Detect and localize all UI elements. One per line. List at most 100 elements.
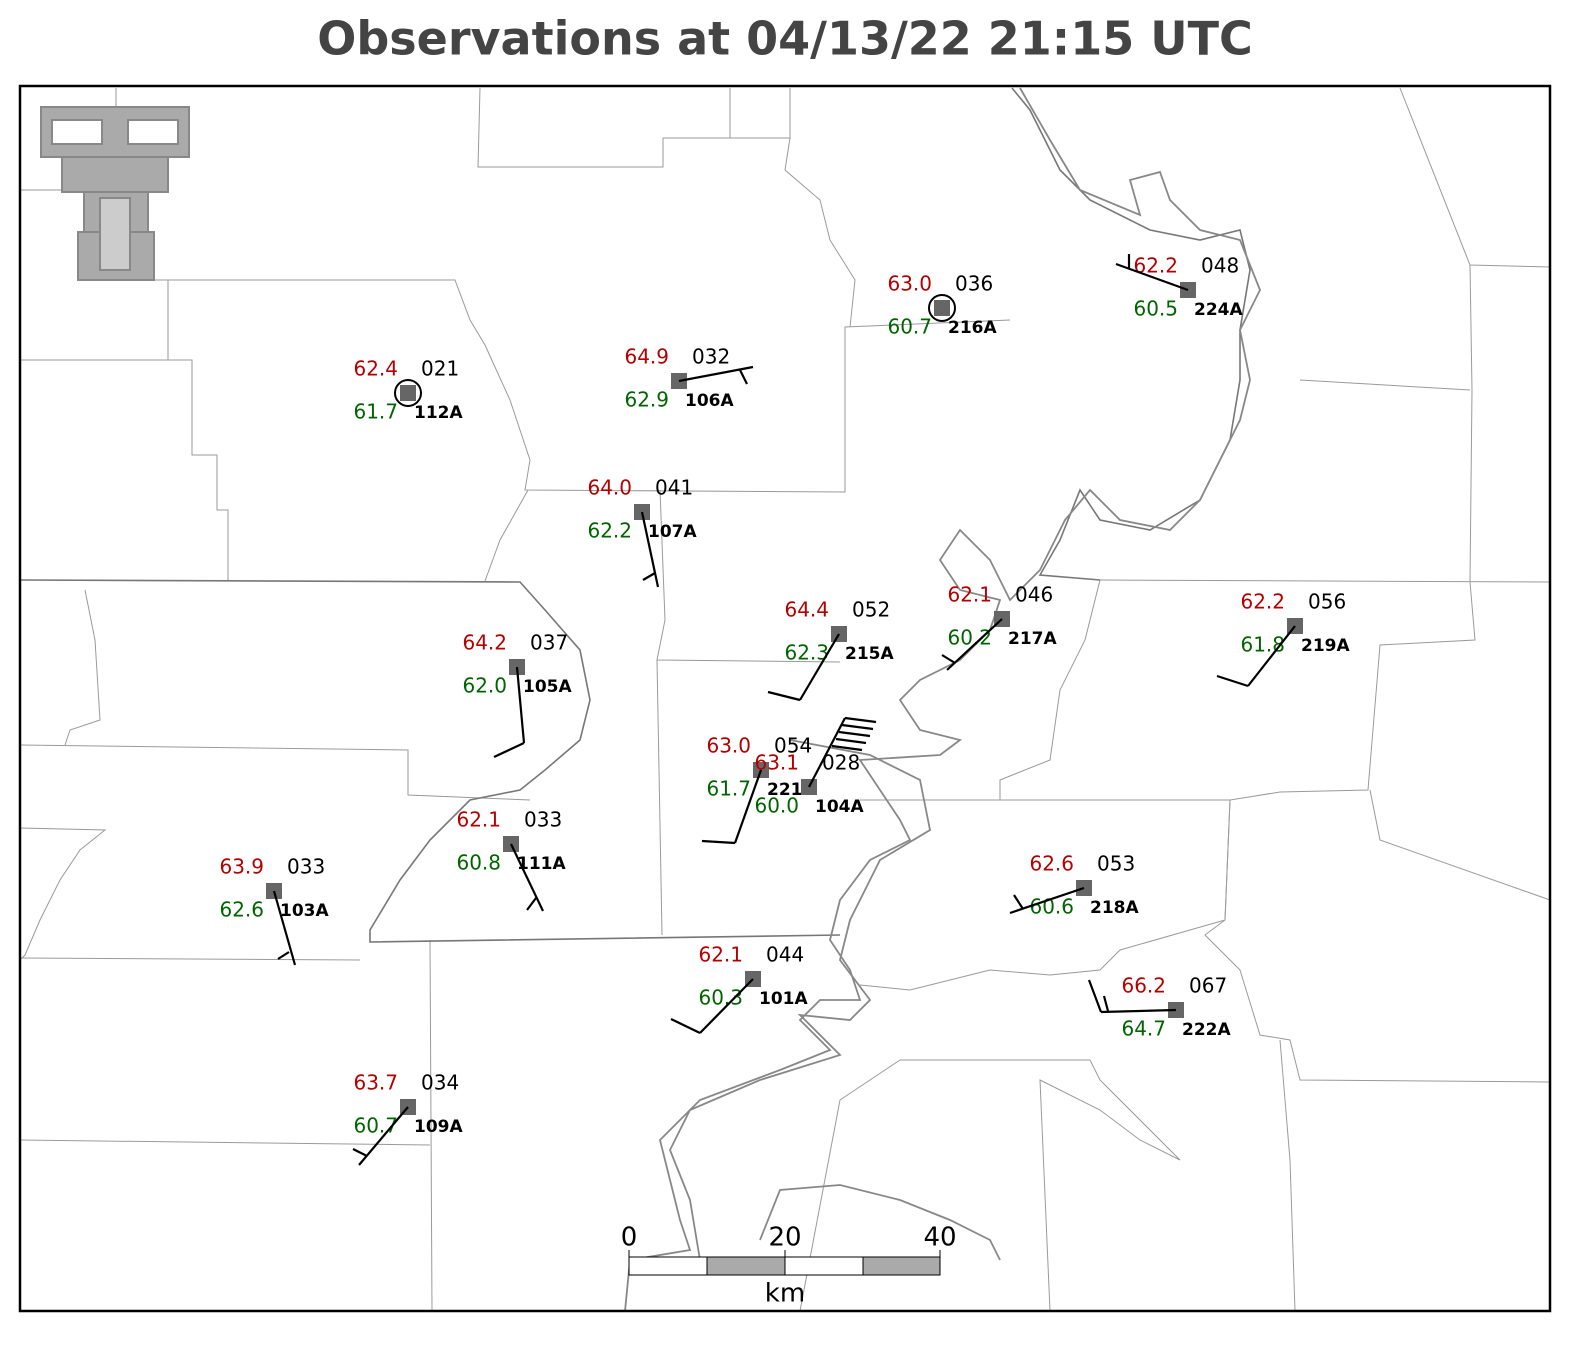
station-id: 109A xyxy=(414,1117,463,1137)
station-id: 222A xyxy=(1182,1020,1231,1040)
station-id: 215A xyxy=(845,644,894,664)
dewpoint: 61.8 xyxy=(1240,633,1285,657)
temperature: 62.4 xyxy=(353,357,398,381)
dewpoint: 62.0 xyxy=(462,674,507,698)
county-lines xyxy=(19,87,1551,1312)
dewpoint: 62.3 xyxy=(784,641,829,665)
barb-line xyxy=(670,1018,701,1034)
station-id: 219A xyxy=(1301,636,1350,656)
barb-line xyxy=(277,951,290,960)
wind-barb xyxy=(640,511,660,588)
barb-line xyxy=(844,716,877,724)
barb-line xyxy=(1013,894,1024,910)
dewpoint: 62.2 xyxy=(587,519,632,543)
barb-line xyxy=(272,890,297,966)
scale-label: 20 xyxy=(768,1223,801,1253)
temperature: 64.4 xyxy=(784,598,829,622)
pressure: 036 xyxy=(955,272,993,296)
station-marker xyxy=(400,385,416,401)
station-id: 217A xyxy=(1008,629,1057,649)
barb-line xyxy=(1216,674,1249,688)
pressure: 032 xyxy=(692,345,730,369)
barb-line xyxy=(526,897,537,911)
station: 62.1 033 60.8 111A xyxy=(456,808,566,875)
barb-line xyxy=(678,365,754,383)
temperature: 62.6 xyxy=(1029,852,1074,876)
station-id: 218A xyxy=(1090,898,1139,918)
station: 62.2 056 61.8 219A xyxy=(1240,590,1350,657)
wind-barbs xyxy=(272,254,1296,1166)
station-id: 106A xyxy=(685,391,734,411)
temperature: 66.2 xyxy=(1121,974,1166,998)
station: 63.7 034 60.7 109A xyxy=(353,1071,463,1138)
temperature: 64.9 xyxy=(624,345,669,369)
wind-barb xyxy=(767,633,840,702)
barb-line xyxy=(640,511,660,588)
pressure: 053 xyxy=(1097,852,1135,876)
state-lines xyxy=(19,87,1251,943)
station: 62.1 046 60.2 217A xyxy=(947,583,1057,650)
temperature: 62.2 xyxy=(1240,590,1285,614)
barb-line xyxy=(701,839,736,845)
wind-barb xyxy=(941,618,1003,671)
temperature: 62.1 xyxy=(456,808,501,832)
wind-barb xyxy=(272,890,297,966)
station-id: 101A xyxy=(759,989,808,1009)
scale-label: 0 xyxy=(621,1223,638,1253)
dewpoint: 64.7 xyxy=(1121,1017,1166,1041)
station-id: 103A xyxy=(280,901,329,921)
dewpoint: 60.5 xyxy=(1133,297,1178,321)
barb-line xyxy=(733,769,763,844)
temperature: 62.1 xyxy=(947,583,992,607)
barb-line xyxy=(642,572,656,581)
pressure: 046 xyxy=(1015,583,1053,607)
logo xyxy=(40,106,190,281)
barb-line xyxy=(1087,979,1103,1013)
barb-line xyxy=(352,1148,368,1157)
station-marker xyxy=(934,300,950,316)
station: 63.0 036 60.7 216A xyxy=(887,272,997,339)
wind-barb xyxy=(352,1106,409,1166)
station: 64.2 037 62.0 105A xyxy=(462,631,572,698)
wind-barb xyxy=(1216,625,1296,688)
station-id: 107A xyxy=(648,522,697,542)
calm-circle xyxy=(928,294,956,322)
map-title: Observations at 04/13/22 21:15 UTC xyxy=(317,12,1252,66)
pressure: 033 xyxy=(287,855,325,879)
barb-line xyxy=(808,717,846,788)
station-id: 224A xyxy=(1194,300,1243,320)
temperature: 62.1 xyxy=(698,943,743,967)
pressure: 052 xyxy=(852,598,890,622)
station: 66.2 067 64.7 222A xyxy=(1121,974,1231,1041)
pressure: 033 xyxy=(524,808,562,832)
barb-line xyxy=(1102,995,1110,1012)
station-id: 111A xyxy=(517,854,566,874)
barb-line xyxy=(941,654,956,664)
scale-label: 40 xyxy=(923,1223,956,1253)
wind-barb xyxy=(1009,886,1085,915)
pressure: 054 xyxy=(774,734,812,758)
wind-barb xyxy=(1087,979,1177,1014)
stations: 62.4 021 61.7 112A 64.9 032 62.9 106A 63.0 036 60.… xyxy=(219,254,1350,1138)
barb-line xyxy=(1247,625,1296,687)
barb-line xyxy=(493,742,525,758)
dewpoint: 62.9 xyxy=(624,388,669,412)
temperature: 64.0 xyxy=(587,476,632,500)
station: 62.4 021 61.7 112A xyxy=(353,357,463,424)
pressure: 041 xyxy=(655,476,693,500)
station: 63.9 033 62.6 103A xyxy=(219,855,329,922)
station: 64.9 032 62.9 106A xyxy=(624,345,734,412)
wind-barb xyxy=(808,716,877,788)
temperature: 64.2 xyxy=(462,631,507,655)
barb-line xyxy=(838,730,871,738)
wind-barb xyxy=(493,666,526,758)
station-id: 112A xyxy=(414,403,463,423)
pressure: 028 xyxy=(822,751,860,775)
station: 64.0 041 62.2 107A xyxy=(587,476,697,543)
barb-line xyxy=(799,633,840,701)
pressure: 048 xyxy=(1201,254,1239,278)
barb-line xyxy=(831,744,863,752)
wind-barb xyxy=(510,843,544,912)
